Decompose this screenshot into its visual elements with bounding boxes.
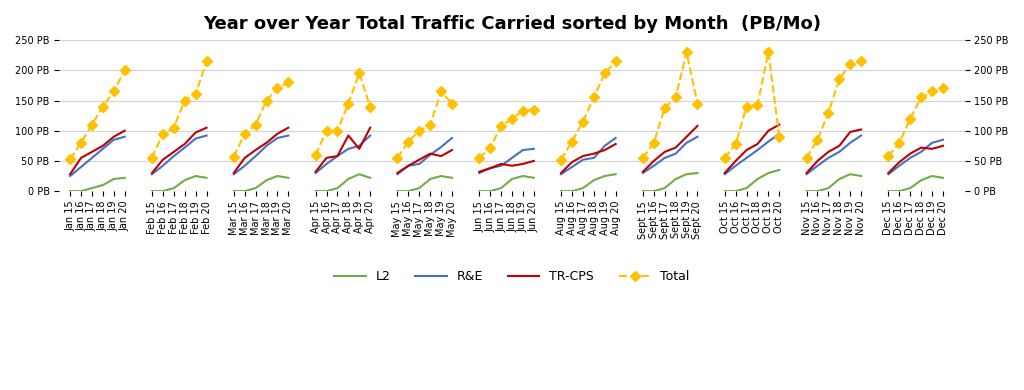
- L2: [108, 177, 120, 181]
- L2: [96, 183, 109, 188]
- L2: [63, 189, 76, 193]
- R&E: [63, 174, 76, 178]
- R&E: [96, 147, 109, 151]
- TR-CPS: [96, 144, 109, 148]
- Line: L2: L2: [70, 178, 125, 191]
- R&E: [108, 137, 120, 142]
- Total: [86, 122, 98, 127]
- Total: [75, 140, 87, 145]
- TR-CPS: [119, 128, 131, 133]
- Line: R&E: R&E: [70, 137, 125, 176]
- TR-CPS: [86, 149, 98, 154]
- Line: TR-CPS: TR-CPS: [70, 131, 125, 174]
- R&E: [119, 135, 131, 139]
- TR-CPS: [108, 135, 120, 139]
- L2: [119, 176, 131, 180]
- Line: Total: Total: [67, 67, 128, 163]
- Total: [108, 89, 120, 94]
- Total: [63, 157, 76, 161]
- L2: [86, 186, 98, 190]
- R&E: [86, 156, 98, 160]
- L2: [75, 189, 87, 193]
- TR-CPS: [63, 172, 76, 177]
- Title: Year over Year Total Traffic Carried sorted by Month  (PB/Mo): Year over Year Total Traffic Carried sor…: [203, 15, 821, 33]
- TR-CPS: [75, 156, 87, 160]
- Total: [119, 68, 131, 73]
- R&E: [75, 165, 87, 169]
- Total: [96, 104, 109, 109]
- Legend: L2, R&E, TR-CPS, Total: L2, R&E, TR-CPS, Total: [330, 265, 694, 288]
